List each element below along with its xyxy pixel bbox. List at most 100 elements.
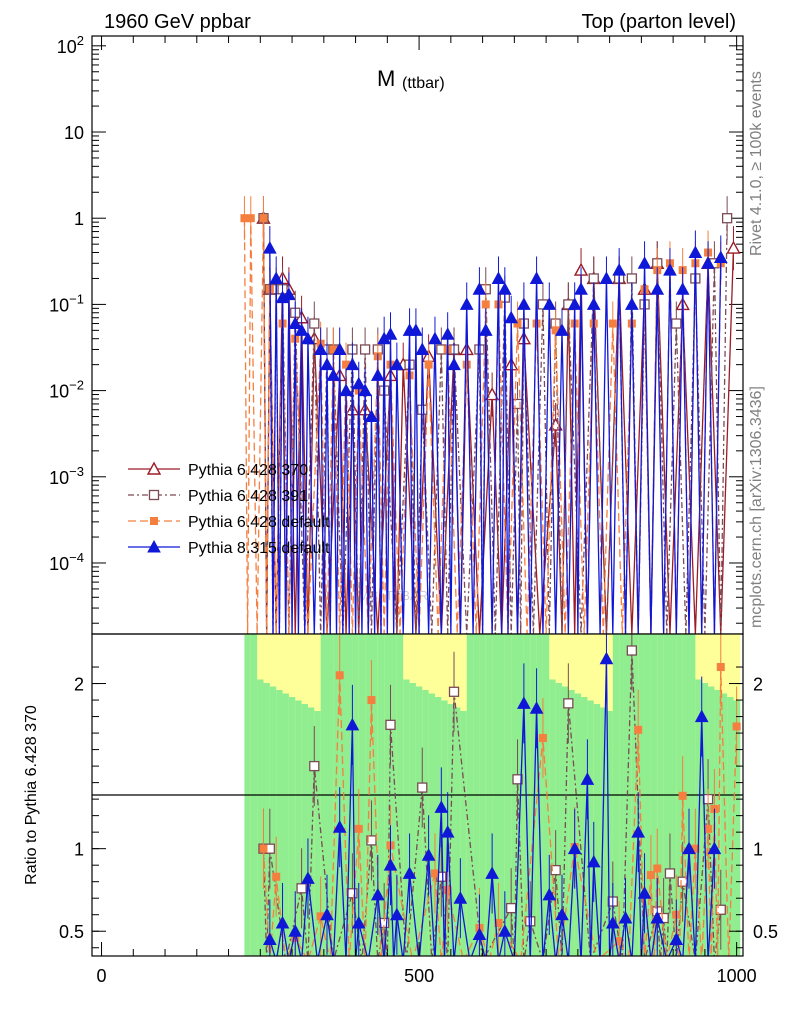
- ratio-point: [586, 854, 601, 868]
- y-tick-label: 1: [74, 209, 84, 229]
- data-point: [726, 240, 741, 254]
- band-inner-bin: [600, 707, 607, 956]
- y-tick-label: 10−2: [49, 378, 84, 402]
- data-point: [342, 360, 351, 369]
- data-point: [567, 297, 582, 310]
- ratio-y-tick-label-right: 1: [753, 840, 763, 860]
- band-inner-bin: [276, 690, 284, 956]
- band-inner-bin: [587, 700, 595, 956]
- ratio-point: [309, 760, 320, 772]
- ratio-point: [626, 645, 638, 656]
- ratio-point: [618, 910, 633, 924]
- ratio-point: [653, 864, 662, 873]
- ratio-point: [351, 915, 366, 929]
- data-point: [415, 342, 430, 355]
- data-point: [551, 326, 560, 335]
- energy-label: 1960 GeV ppbar: [104, 11, 251, 33]
- data-point: [240, 214, 249, 223]
- title-sub: (ttbar): [402, 75, 445, 92]
- ratio-point: [367, 696, 376, 705]
- data-point: [472, 282, 487, 295]
- ratio-point: [637, 886, 652, 899]
- ratio-point: [440, 825, 455, 838]
- ratio-point: [335, 671, 344, 680]
- legend-marker: [148, 489, 160, 501]
- data-point: [424, 360, 433, 369]
- x-tick-label: 500: [404, 966, 434, 986]
- ratio-point: [472, 927, 487, 941]
- data-point: [259, 214, 268, 223]
- band-inner-bin: [428, 693, 436, 956]
- data-point: [532, 319, 541, 328]
- band-inner-bin: [257, 679, 264, 956]
- band-inner-bin: [701, 683, 709, 956]
- legend-label: Pythia 6.428 391: [188, 488, 308, 505]
- data-point: [262, 241, 277, 254]
- ratio-point: [385, 719, 396, 730]
- legend-item: Pythia 6.428 default: [128, 514, 330, 531]
- ratio-panel: 0.5 0.5 1 1 2 2 0 500 1000 Ratio to Pythia 6.428…: [23, 633, 778, 986]
- ratio-point: [550, 864, 561, 876]
- data-point: [288, 316, 303, 330]
- ratio-y-tick-label-right: 2: [753, 675, 763, 695]
- data-point: [588, 273, 599, 284]
- data-point: [345, 357, 360, 371]
- data-point: [339, 383, 353, 397]
- data-point: [282, 287, 296, 301]
- data-point: [497, 282, 512, 295]
- bottom-frame: [91, 633, 744, 957]
- ratio-point: [682, 841, 696, 855]
- ratio-point: [320, 907, 334, 921]
- band-inner-bin: [441, 700, 449, 956]
- ratio-point: [525, 916, 536, 927]
- legend-label: Pythia 6.428 370: [188, 462, 308, 479]
- legend-item: Pythia 6.428 370: [128, 461, 308, 479]
- ratio-point: [732, 722, 741, 731]
- ratio-point: [605, 915, 620, 929]
- legend-marker: [147, 539, 161, 553]
- data-point: [701, 256, 715, 269]
- ratio-point: [634, 725, 643, 734]
- data-point: [713, 250, 728, 264]
- x-tick-label: 0: [97, 966, 107, 986]
- band-inner-bin: [574, 693, 582, 956]
- band-inner-bin: [561, 686, 569, 956]
- top-series-group: [240, 196, 741, 634]
- ratio-point: [443, 885, 452, 894]
- ratio-point: [347, 888, 358, 899]
- data-point: [313, 342, 328, 355]
- ratio-point: [494, 918, 503, 927]
- ratio-point: [434, 800, 449, 813]
- ratio-point: [383, 858, 398, 871]
- ratio-point: [716, 663, 725, 672]
- y-tick-label: 10: [64, 123, 84, 143]
- ratio-point: [301, 871, 315, 884]
- band-inner-bin: [568, 690, 576, 956]
- band-inner-bin: [720, 693, 728, 956]
- data-point: [390, 357, 404, 371]
- data-point: [447, 357, 461, 371]
- band-inner-bin: [606, 711, 614, 956]
- ratio-point: [542, 887, 557, 901]
- ratio-point: [615, 937, 624, 946]
- data-point: [428, 331, 442, 345]
- data-point: [364, 409, 379, 423]
- ratio-point: [345, 717, 360, 731]
- series-4: [262, 226, 728, 634]
- ratio-point: [262, 932, 277, 945]
- data-point: [370, 368, 385, 381]
- band-inner-bin: [733, 700, 741, 956]
- band-inner-bin: [269, 686, 277, 956]
- title-main: M: [377, 66, 395, 91]
- ratio-point: [555, 907, 569, 921]
- band-inner-bin: [708, 686, 715, 956]
- ratio-axis-label: Ratio to Pythia 6.428 370: [23, 705, 40, 885]
- ratio-point: [390, 907, 404, 921]
- band-inner-bin: [403, 679, 411, 956]
- ratio-point: [669, 932, 684, 945]
- ratio-point: [354, 824, 363, 833]
- data-point: [358, 383, 372, 397]
- data-point: [383, 327, 398, 340]
- y-tick-label: 102: [57, 33, 84, 57]
